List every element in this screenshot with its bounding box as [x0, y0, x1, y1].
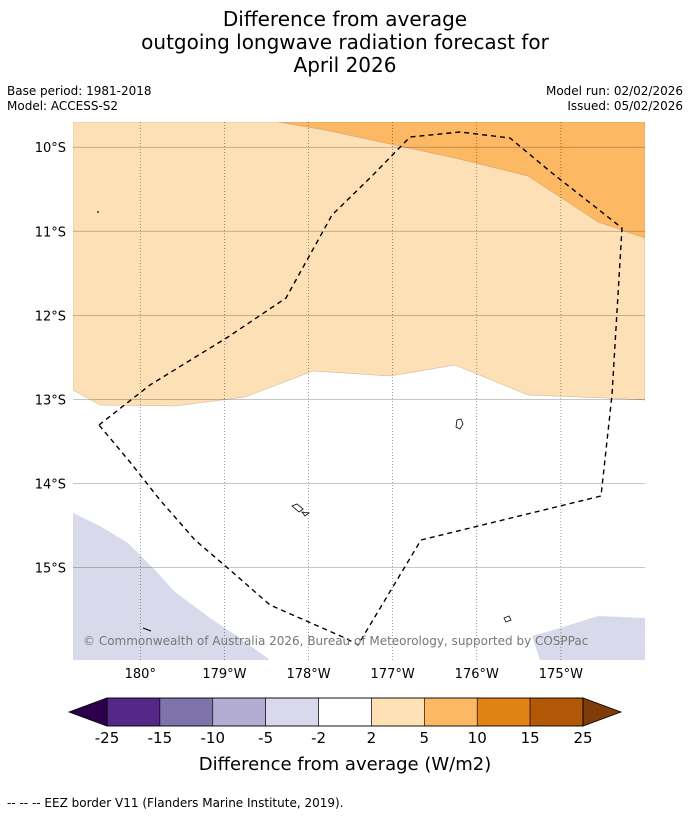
x-tick-label: 179°W [202, 667, 246, 682]
colorbar-box [318, 697, 372, 727]
colorbar: -25 -15 -10 -5 -2 2 5 10 15 25 Difference from av… [67, 697, 623, 775]
y-tick-label: 13°S [35, 393, 66, 408]
copyright-note: © Commonwealth of Australia 2026, Bureau… [83, 634, 588, 648]
meta-left: Base period: 1981-2018 Model: ACCESS-S2 [7, 84, 152, 114]
x-tick-label: 178°W [286, 667, 330, 682]
colorbar-box [212, 697, 266, 727]
x-axis-ticks: 180° 179°W 178°W 177°W 176°W 175°W [125, 667, 583, 682]
colorbar-tick-label: -5 [258, 729, 273, 747]
colorbar-box [424, 697, 478, 727]
eez-border [97, 131, 623, 646]
colorbar-box [476, 697, 531, 727]
colorbar-tick-label: 10 [468, 729, 487, 747]
y-tick-label: 10°S [35, 141, 66, 156]
y-tick-label: 11°S [35, 225, 66, 240]
base-period: Base period: 1981-2018 [7, 84, 152, 98]
region-lavender-left [73, 513, 270, 660]
island-dot [97, 211, 99, 213]
region-lavender-right [532, 616, 645, 660]
colorbar-tick-label: -25 [95, 729, 120, 747]
chart-title: Difference from average outgoing longwav… [0, 8, 690, 77]
colorbar-tick-label: -2 [311, 729, 326, 747]
colorbar-boxes [106, 697, 584, 727]
island-outline [301, 511, 311, 517]
y-axis-ticks: 10°S 11°S 12°S 13°S 14°S 15°S [35, 141, 66, 576]
eez-legend: -- -- -- EEZ border V11 (Flanders Marine… [7, 796, 344, 810]
y-tick-label: 14°S [35, 477, 66, 492]
map-area: © Commonwealth of Australia 2026, Bureau… [73, 122, 645, 660]
title-line-3: April 2026 [293, 53, 397, 77]
colorbar-box [265, 697, 319, 727]
x-tick-label: 180° [125, 667, 156, 682]
model-run: Model run: 02/02/2026 [545, 84, 683, 98]
colorbar-tick-label: 25 [573, 729, 592, 747]
island-outline [291, 503, 304, 513]
colorbar-tick-label: -10 [201, 729, 226, 747]
grid-lines [73, 122, 645, 660]
colorbar-tick-label: 5 [420, 729, 430, 747]
issued-date: Issued: 05/02/2026 [567, 99, 683, 113]
colorbar-box [106, 697, 161, 727]
colorbar-box [529, 697, 584, 727]
title-line-2: outgoing longwave radiation forecast for [141, 30, 549, 54]
x-tick-label: 177°W [371, 667, 415, 682]
title-line-1: Difference from average [222, 7, 468, 31]
colorbar-label: Difference from average (W/m2) [199, 754, 491, 775]
island-outline [503, 615, 512, 623]
colorbar-tick-label: 2 [367, 729, 377, 747]
meta-right: Model run: 02/02/2026 Issued: 05/02/2026 [546, 84, 683, 114]
colorbar-box [371, 697, 425, 727]
colorbar-tick-labels: -25 -15 -10 -5 -2 2 5 10 15 25 [95, 729, 593, 747]
island-outline [142, 627, 152, 632]
y-tick-label: 12°S [35, 309, 66, 324]
colorbar-outline [106, 697, 584, 727]
model-name: Model: ACCESS-S2 [7, 99, 119, 113]
x-tick-label: 176°W [455, 667, 499, 682]
colorbar-under [67, 697, 108, 727]
colorbar-tick-label: 15 [521, 729, 540, 747]
colorbar-over [582, 697, 623, 727]
colorbar-box [159, 697, 214, 727]
colorbar-tick-label: -15 [148, 729, 173, 747]
x-tick-label: 175°W [539, 667, 583, 682]
region-light-orange [73, 122, 645, 407]
y-tick-label: 15°S [35, 562, 66, 577]
region-orange [277, 122, 645, 239]
island-outline [455, 418, 464, 430]
